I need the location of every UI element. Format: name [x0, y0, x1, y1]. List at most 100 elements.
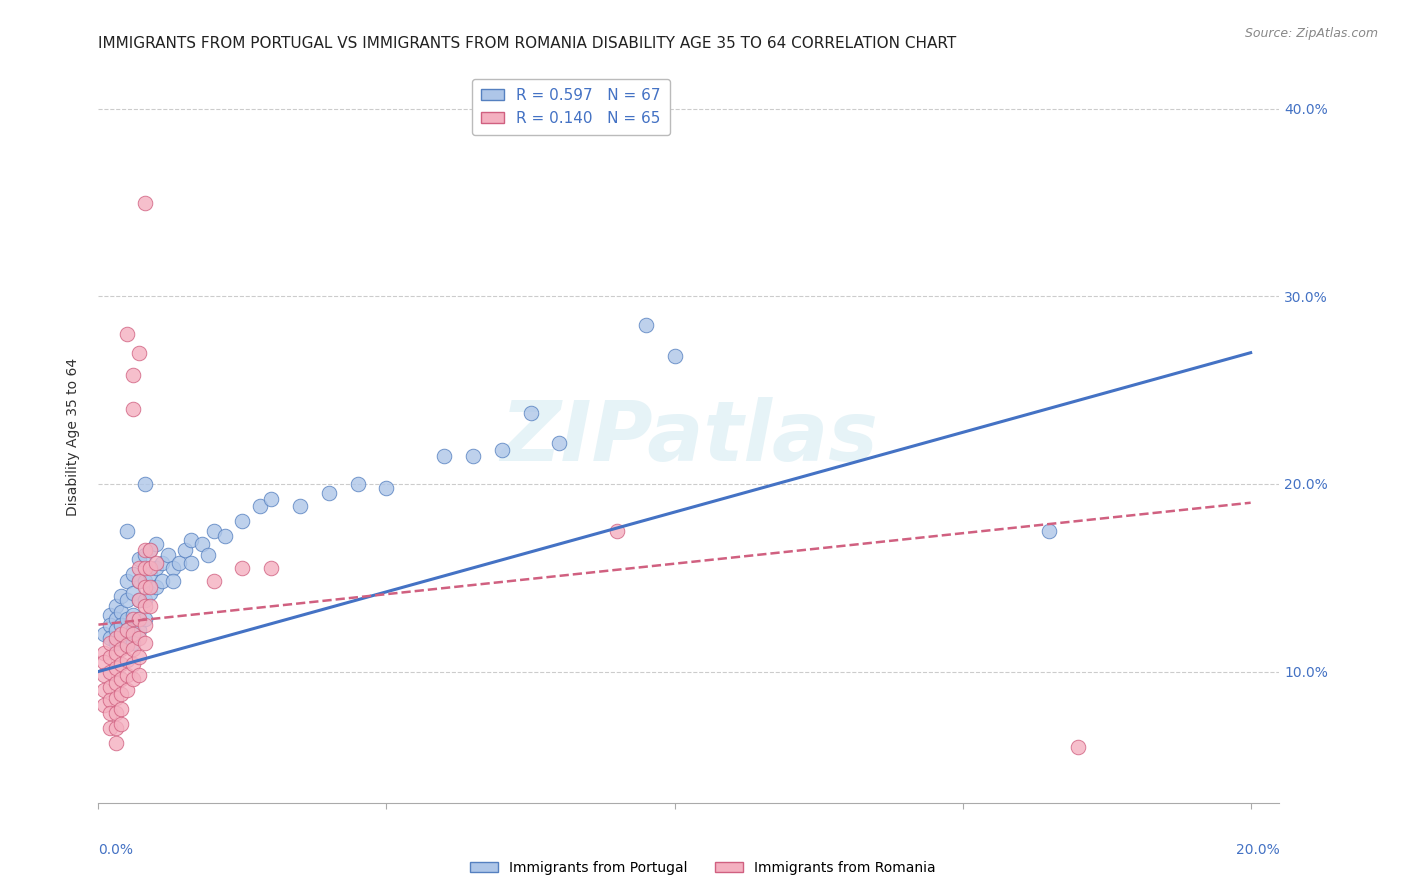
Point	[128, 574, 150, 589]
Point	[145, 580, 167, 594]
Point	[197, 548, 219, 562]
Point	[461, 449, 484, 463]
Point	[115, 524, 138, 538]
Point	[93, 668, 115, 682]
Point	[167, 556, 190, 570]
Point	[110, 672, 132, 686]
Point	[202, 524, 225, 538]
Point	[104, 636, 127, 650]
Point	[346, 477, 368, 491]
Point	[104, 631, 127, 645]
Point	[134, 561, 156, 575]
Point	[375, 481, 398, 495]
Point	[98, 665, 121, 679]
Point	[115, 668, 138, 682]
Point	[134, 580, 156, 594]
Point	[93, 655, 115, 669]
Point	[145, 556, 167, 570]
Point	[115, 593, 138, 607]
Point	[139, 580, 162, 594]
Text: Source: ZipAtlas.com: Source: ZipAtlas.com	[1244, 27, 1378, 40]
Point	[1067, 739, 1090, 754]
Point	[122, 566, 145, 581]
Point	[134, 612, 156, 626]
Point	[104, 690, 127, 705]
Point	[110, 627, 132, 641]
Point	[104, 624, 127, 638]
Point	[134, 195, 156, 210]
Point	[433, 449, 456, 463]
Point	[128, 624, 150, 638]
Point	[128, 612, 150, 626]
Point	[180, 556, 202, 570]
Point	[128, 561, 150, 575]
Point	[145, 561, 167, 575]
Point	[98, 721, 121, 735]
Point	[231, 515, 253, 529]
Point	[115, 574, 138, 589]
Point	[150, 556, 173, 570]
Point	[110, 617, 132, 632]
Point	[162, 561, 184, 575]
Point	[98, 692, 121, 706]
Point	[110, 687, 132, 701]
Point	[180, 533, 202, 548]
Point	[606, 524, 628, 538]
Point	[122, 612, 145, 626]
Point	[98, 636, 121, 650]
Point	[110, 590, 132, 604]
Point	[128, 668, 150, 682]
Point	[115, 683, 138, 698]
Point	[115, 326, 138, 341]
Text: 20.0%: 20.0%	[1236, 843, 1279, 857]
Point	[122, 624, 145, 638]
Text: ZIPatlas: ZIPatlas	[501, 397, 877, 477]
Point	[122, 636, 145, 650]
Point	[104, 706, 127, 720]
Point	[104, 675, 127, 690]
Point	[260, 561, 283, 575]
Point	[110, 702, 132, 716]
Point	[128, 612, 150, 626]
Legend: Immigrants from Portugal, Immigrants from Romania: Immigrants from Portugal, Immigrants fro…	[464, 855, 942, 880]
Point	[139, 561, 162, 575]
Point	[110, 717, 132, 731]
Y-axis label: Disability Age 35 to 64: Disability Age 35 to 64	[66, 358, 80, 516]
Point	[122, 672, 145, 686]
Point	[318, 486, 340, 500]
Point	[104, 612, 127, 626]
Point	[110, 657, 132, 671]
Point	[519, 406, 541, 420]
Point	[139, 542, 162, 557]
Point	[134, 574, 156, 589]
Point	[115, 638, 138, 652]
Point	[98, 617, 121, 632]
Point	[288, 500, 311, 514]
Point	[128, 345, 150, 359]
Point	[260, 491, 283, 506]
Point	[110, 631, 132, 645]
Point	[134, 548, 156, 562]
Point	[93, 698, 115, 713]
Point	[128, 593, 150, 607]
Point	[104, 646, 127, 660]
Legend: R = 0.597   N = 67, R = 0.140   N = 65: R = 0.597 N = 67, R = 0.140 N = 65	[472, 79, 669, 135]
Point	[93, 646, 115, 660]
Point	[128, 631, 150, 645]
Point	[128, 552, 150, 566]
Point	[202, 574, 225, 589]
Point	[110, 605, 132, 619]
Point	[98, 608, 121, 623]
Point	[93, 627, 115, 641]
Point	[122, 657, 145, 671]
Point	[104, 721, 127, 735]
Point	[115, 636, 138, 650]
Point	[115, 653, 138, 667]
Point	[93, 683, 115, 698]
Point	[664, 350, 686, 364]
Point	[145, 537, 167, 551]
Point	[128, 574, 150, 589]
Point	[104, 736, 127, 750]
Point	[104, 599, 127, 613]
Point	[173, 542, 195, 557]
